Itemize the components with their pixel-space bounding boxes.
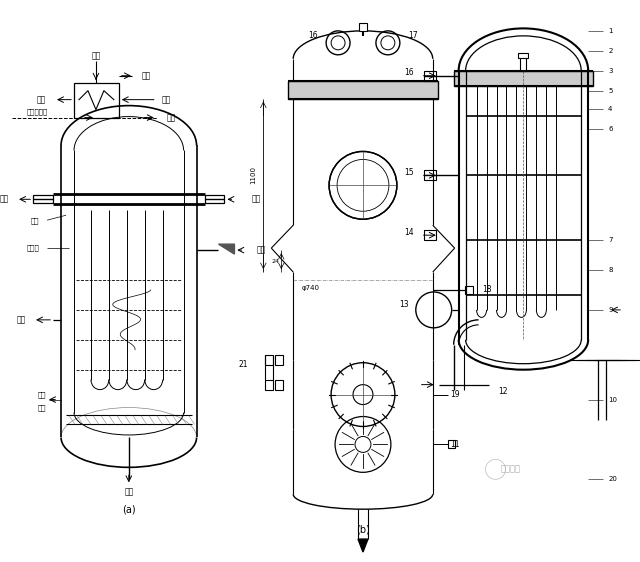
Bar [448,441,454,448]
Text: 1: 1 [608,28,612,34]
Bar [518,53,529,58]
Text: 20: 20 [608,477,617,482]
Text: 6: 6 [608,125,612,132]
Text: 5: 5 [608,88,612,94]
Text: 10: 10 [608,397,617,402]
Text: 热电论坛: 热电论坛 [500,465,520,474]
Text: 蒸汽: 蒸汽 [92,51,100,60]
Bar [205,196,225,203]
Text: 上级: 上级 [38,391,46,398]
Bar [359,23,367,31]
Bar [520,56,527,71]
Bar [275,380,284,389]
Text: 11: 11 [451,440,460,449]
Text: 蒸汽: 蒸汽 [257,246,266,255]
Text: 7: 7 [608,237,612,243]
Polygon shape [358,539,368,552]
Text: 管板: 管板 [31,217,39,224]
Text: 1100: 1100 [250,166,257,184]
Text: 17: 17 [408,31,418,40]
Text: φ740: φ740 [301,285,319,291]
Text: 13: 13 [399,301,409,310]
Bar [266,380,273,389]
Bar [424,71,436,81]
Bar [454,71,593,85]
Text: 4: 4 [608,106,612,112]
Text: 18: 18 [483,285,492,294]
Bar [424,170,436,180]
Text: 2: 2 [608,48,612,54]
Text: 导流板: 导流板 [26,245,39,251]
Bar [465,286,472,294]
Text: 15: 15 [404,168,414,177]
Text: 24: 24 [271,259,279,264]
Text: 16: 16 [404,68,414,77]
Text: 出水: 出水 [37,95,46,104]
Text: 14: 14 [404,228,414,237]
Text: 疏水: 疏水 [166,113,176,122]
Bar [288,81,438,99]
Text: 疏水: 疏水 [38,404,46,411]
Bar [74,83,119,117]
Text: 空气: 空气 [142,71,151,80]
Text: 9: 9 [608,307,612,313]
Text: (a): (a) [122,504,136,514]
Text: 出水: 出水 [0,195,9,204]
Text: 3: 3 [608,68,612,74]
Bar [266,355,273,365]
Text: 上级疏水来: 上级疏水来 [26,108,48,115]
Text: 19: 19 [451,390,460,399]
Text: 21: 21 [239,360,248,369]
Bar [33,196,53,203]
Polygon shape [218,244,234,254]
Text: 空气: 空气 [17,315,26,324]
Text: 疏水: 疏水 [124,488,133,497]
Text: (b): (b) [356,524,370,534]
Text: 16: 16 [308,31,318,40]
Text: 进水: 进水 [252,195,260,204]
Text: 8: 8 [608,267,612,273]
Text: 12: 12 [499,387,508,396]
Text: 进水: 进水 [162,95,171,104]
Bar [424,230,436,240]
Bar [275,355,284,365]
